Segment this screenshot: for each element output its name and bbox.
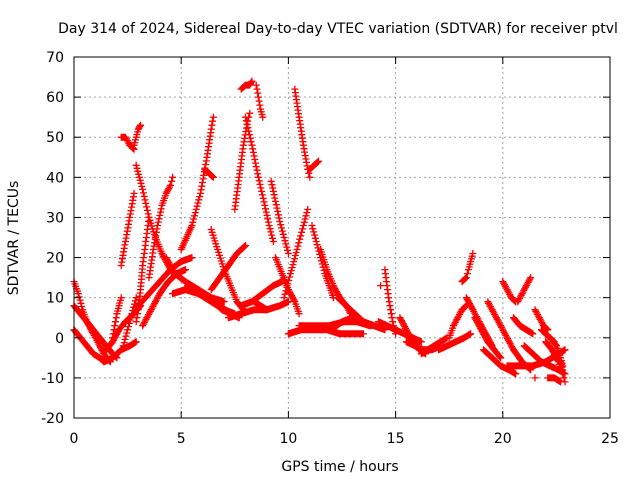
plot-frame [73, 56, 611, 419]
y-tick-label: 40 [46, 170, 64, 186]
series-track-47 [445, 302, 470, 342]
data-point-mark [100, 338, 140, 366]
data-marks [70, 77, 569, 386]
series-track-45 [417, 334, 451, 358]
series-track-54 [514, 274, 535, 306]
y-axis-ticks: -20 -10 0 10 20 30 40 50 60 70 [41, 50, 610, 427]
series-track-28 [267, 177, 292, 257]
data-point-mark [117, 133, 138, 153]
data-point-mark [480, 346, 520, 378]
data-point-mark [514, 274, 535, 306]
data-point-mark [250, 298, 271, 314]
series-track-35 [308, 222, 337, 302]
series-track-19 [201, 165, 217, 181]
data-point-mark [484, 298, 535, 374]
y-tick-label: 30 [46, 210, 64, 226]
data-point-mark [231, 109, 254, 213]
series-track-13 [134, 254, 196, 310]
y-tick-label: 10 [46, 291, 64, 307]
data-point-mark [510, 314, 537, 338]
x-axis-label: GPS time / hours [281, 459, 398, 475]
y-tick-label: 0 [55, 331, 64, 347]
x-tick-label: 5 [177, 431, 186, 447]
data-point-mark [109, 294, 125, 342]
series-track-24 [231, 109, 254, 213]
data-point-mark [306, 157, 322, 173]
series-track-62 [552, 342, 567, 374]
series-track-15 [145, 173, 177, 282]
x-tick-label: 0 [70, 431, 79, 447]
data-point-mark [201, 165, 217, 181]
data-point-mark [280, 205, 312, 302]
series-track-56 [531, 306, 552, 334]
data-point-mark [130, 121, 144, 149]
data-point-mark [119, 294, 140, 350]
y-axis-label: SDTVAR / TECUs [6, 181, 22, 296]
data-point-mark [531, 374, 539, 382]
y-tick-label: 50 [46, 130, 64, 146]
x-axis-ticks: 0 5 10 15 20 25 [70, 57, 619, 447]
series-track-26 [242, 113, 277, 245]
data-point-mark [435, 330, 475, 354]
data-point-mark [445, 302, 470, 342]
y-tick-label: 70 [46, 50, 64, 66]
series-track-63 [537, 326, 558, 346]
series-track-27 [252, 81, 267, 121]
x-tick-label: 25 [601, 431, 619, 447]
series-track-32 [280, 205, 312, 302]
data-point-mark [499, 278, 520, 306]
y-tick-label: 60 [46, 90, 64, 106]
series-track-61 [544, 374, 565, 386]
data-point-mark [334, 294, 376, 330]
data-point-mark [145, 173, 177, 282]
series-track-34 [306, 157, 322, 173]
series-track-64 [377, 282, 385, 290]
series-track-09 [117, 133, 138, 153]
data-point-mark [552, 342, 567, 374]
series-track-08 [117, 189, 138, 270]
series-track-52 [480, 346, 520, 378]
data-point-mark [237, 77, 256, 93]
data-point-mark [471, 314, 505, 362]
series-track-25 [237, 77, 256, 93]
data-point-mark [531, 306, 552, 334]
series-track-46 [435, 330, 475, 354]
series-track-48 [458, 250, 477, 286]
data-point-mark [544, 374, 565, 386]
y-tick-label: 20 [46, 251, 64, 267]
x-tick-label: 10 [279, 431, 297, 447]
x-tick-label: 15 [387, 431, 405, 447]
data-point-mark [308, 222, 337, 302]
series-track-50 [471, 314, 505, 362]
chart-title: Day 314 of 2024, Sidereal Day-to-day VTE… [58, 21, 618, 37]
x-tick-label: 20 [494, 431, 512, 447]
data-point-mark [267, 177, 292, 257]
series-track-10 [130, 121, 144, 149]
data-point-mark [417, 334, 451, 358]
series-track-51 [484, 298, 535, 374]
series-track-40 [334, 294, 376, 330]
data-point-mark [252, 81, 267, 121]
data-point-mark [242, 113, 277, 245]
y-tick-label: -20 [41, 411, 64, 427]
series-track-65 [250, 298, 271, 314]
series-track-12 [132, 213, 153, 326]
data-point-mark [458, 250, 477, 286]
data-point-mark [537, 326, 558, 346]
data-point-mark [284, 326, 367, 338]
data-point-mark [377, 282, 385, 290]
data-point-mark [132, 213, 153, 326]
y-tick-label: -10 [41, 371, 64, 387]
series-track-37 [284, 326, 367, 338]
data-point-mark [117, 189, 138, 270]
series-track-07 [119, 294, 140, 350]
series-track-53 [499, 278, 520, 306]
series-track-55 [510, 314, 537, 338]
series-track-66 [531, 374, 539, 382]
series-track-06 [109, 294, 125, 342]
data-point-mark [134, 254, 196, 310]
series-track-04 [100, 338, 140, 366]
